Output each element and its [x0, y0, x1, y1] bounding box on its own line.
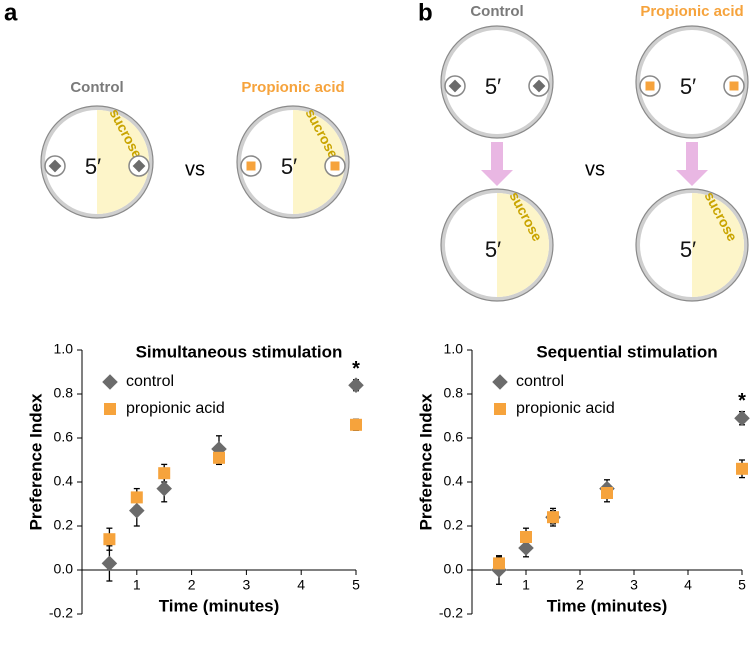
y-tick-label: 0.6 [444, 429, 464, 445]
legend-label: control [516, 373, 564, 390]
arrow-head [481, 170, 513, 186]
y-tick-label: 0.4 [54, 473, 74, 489]
group-label: Control [70, 79, 123, 96]
data-point [734, 410, 750, 426]
odor-marker [448, 79, 462, 93]
data-point [493, 557, 505, 570]
x-tick-label: 3 [630, 577, 638, 593]
data-point [101, 555, 118, 572]
time-label: 5′ [485, 74, 501, 99]
y-axis-title: Preference Index [26, 393, 45, 531]
odor-marker [132, 159, 146, 173]
legend-label: propionic acid [516, 400, 615, 417]
y-tick-label: 0.0 [54, 561, 74, 577]
chart-title: Sequential stimulation [536, 342, 717, 361]
y-tick-label: -0.2 [439, 605, 463, 621]
data-point [156, 480, 172, 497]
panel-label: a [4, 0, 18, 26]
x-tick-label: 5 [738, 577, 746, 593]
data-point [213, 451, 225, 464]
data-point [103, 533, 116, 546]
legend-marker [102, 374, 118, 390]
odor-marker [330, 161, 340, 171]
x-axis-title: Time (minutes) [547, 596, 668, 615]
y-tick-label: 0.0 [444, 561, 464, 577]
data-point [158, 467, 171, 480]
panel-label: b [418, 0, 433, 26]
legend-label: control [126, 373, 174, 390]
x-axis-title: Time (minutes) [159, 596, 280, 615]
data-point [350, 418, 362, 431]
significance-mark: * [352, 358, 360, 380]
x-tick-label: 1 [133, 577, 141, 593]
x-tick-label: 2 [188, 577, 196, 593]
y-tick-label: 1.0 [444, 341, 464, 357]
time-label: 5′ [680, 74, 696, 99]
time-label: 5′ [281, 154, 297, 179]
y-tick-label: 0.2 [444, 517, 464, 533]
sucrose-half [497, 193, 549, 297]
chart-title: Simultaneous stimulation [136, 342, 343, 361]
sucrose-half [692, 193, 744, 297]
data-point [129, 502, 145, 519]
data-point [520, 531, 532, 543]
arrow-head [676, 170, 708, 186]
x-tick-label: 2 [576, 577, 584, 593]
group-label: Propionic acid [241, 79, 344, 96]
vs-label: vs [185, 158, 205, 180]
y-tick-label: 0.6 [54, 429, 74, 445]
time-label: 5′ [485, 237, 501, 262]
group-label: Propionic acid [640, 3, 743, 20]
legend-label: propionic acid [126, 400, 225, 417]
legend-marker [492, 374, 508, 390]
y-tick-label: 0.8 [54, 385, 74, 401]
time-label: 5′ [680, 237, 696, 262]
group-label: Control [470, 3, 523, 20]
vs-label: vs [585, 158, 605, 180]
arrow-shaft [491, 142, 503, 172]
data-point [736, 462, 748, 475]
y-tick-label: 0.4 [444, 473, 464, 489]
y-tick-label: 0.8 [444, 385, 464, 401]
odor-marker [729, 81, 739, 91]
x-tick-label: 1 [522, 577, 530, 593]
dish [445, 30, 549, 134]
sucrose-half [293, 110, 345, 214]
y-tick-label: -0.2 [49, 605, 73, 621]
y-tick-label: 1.0 [54, 341, 74, 357]
odor-marker [246, 161, 256, 171]
time-label: 5′ [85, 154, 101, 179]
legend-marker [494, 403, 506, 415]
x-tick-label: 4 [297, 577, 305, 593]
x-tick-label: 4 [684, 577, 692, 593]
data-point [601, 487, 613, 499]
y-axis-title: Preference Index [416, 393, 435, 531]
odor-marker [48, 159, 62, 173]
data-point [130, 491, 143, 504]
y-tick-label: 0.2 [54, 517, 74, 533]
odor-marker [645, 81, 655, 91]
significance-mark: * [738, 390, 746, 412]
x-tick-label: 3 [243, 577, 251, 593]
sucrose-half [97, 110, 149, 214]
x-tick-label: 5 [352, 577, 360, 593]
data-point [518, 540, 534, 556]
legend-marker [104, 403, 116, 415]
arrow-shaft [686, 142, 698, 172]
data-point [547, 511, 559, 524]
dish [640, 30, 744, 134]
